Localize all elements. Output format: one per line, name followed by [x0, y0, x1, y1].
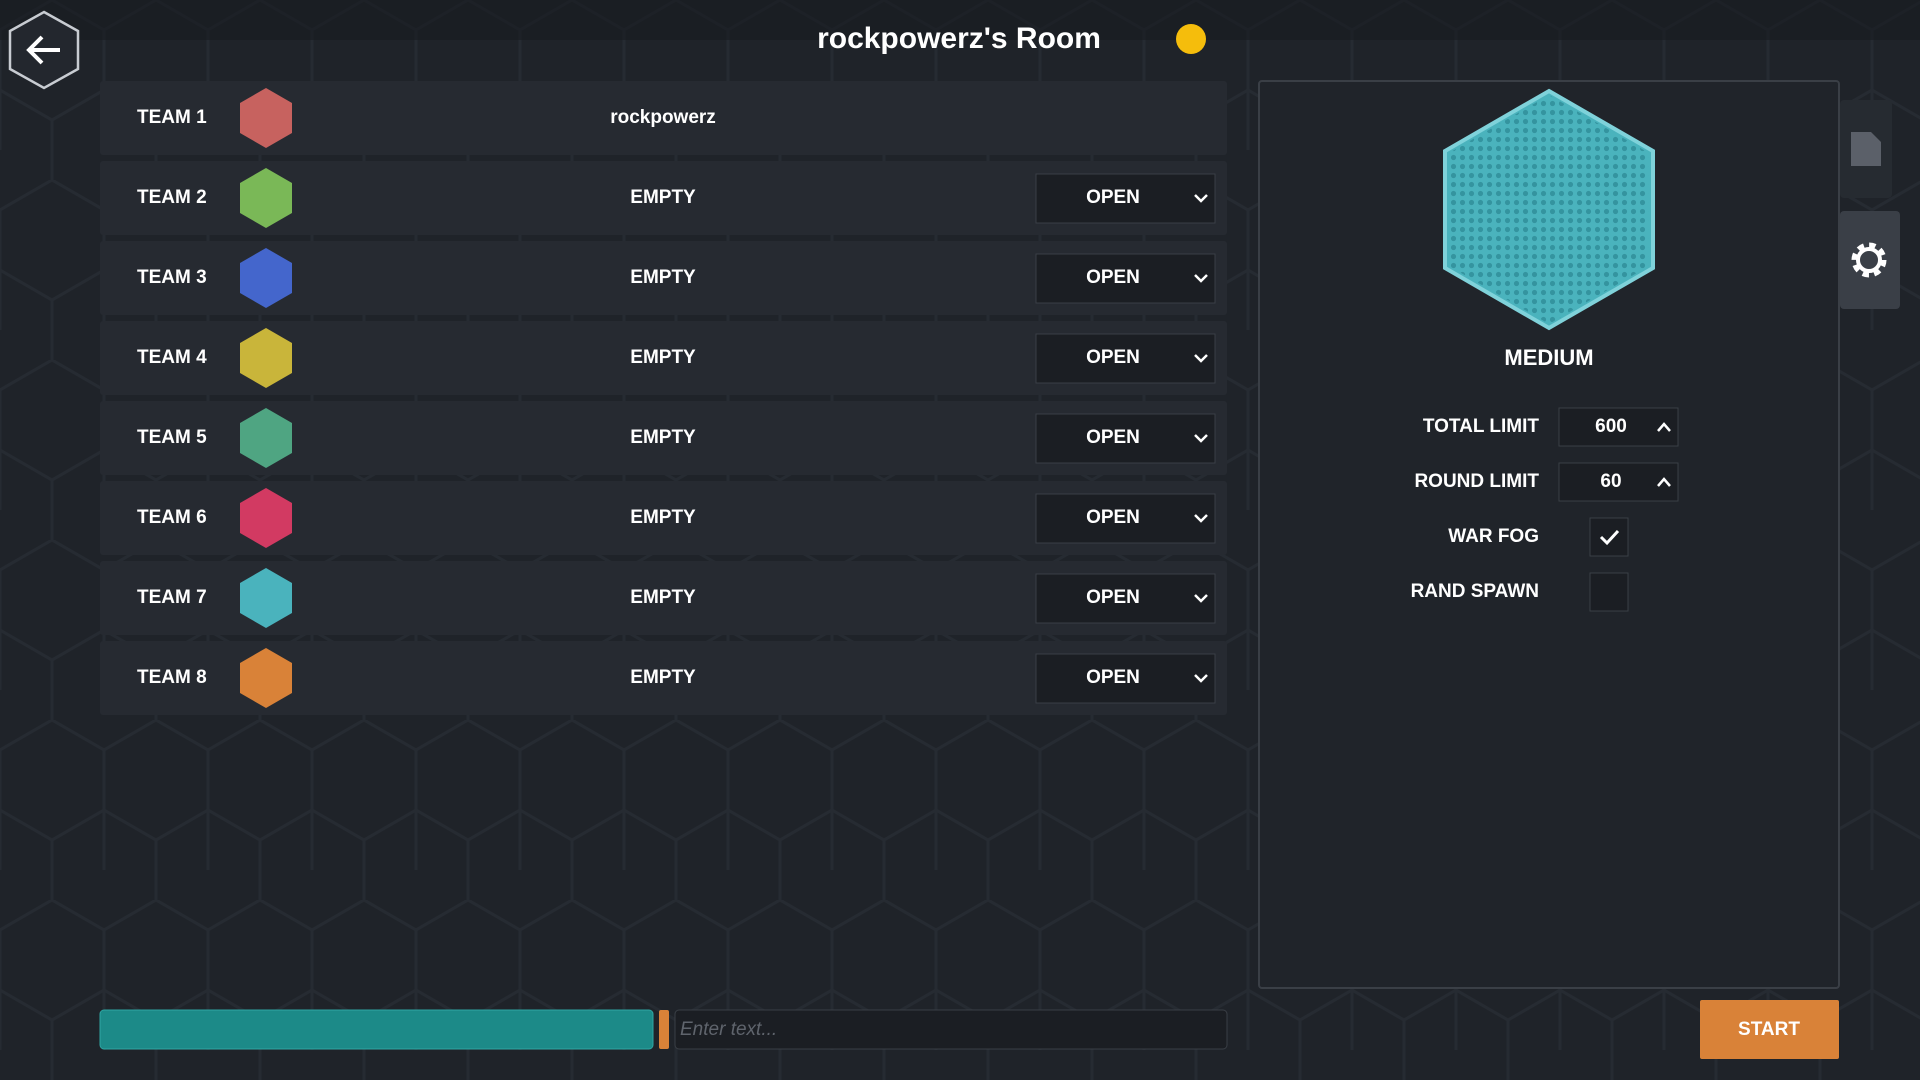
- chat-toggle[interactable]: [659, 1010, 669, 1049]
- slot-dropdown[interactable]: [1035, 653, 1216, 704]
- team-row: [100, 561, 1227, 635]
- round-limit-input[interactable]: [1558, 462, 1679, 502]
- team-color[interactable]: [240, 488, 292, 548]
- round-limit-value: 60: [1600, 471, 1621, 492]
- start-label: START: [1738, 1019, 1800, 1040]
- team-name: TEAM 3: [137, 267, 207, 288]
- dropdown-arrow: [1194, 594, 1208, 603]
- total-limit-input[interactable]: [1558, 407, 1679, 447]
- gear-icon: [1851, 242, 1887, 278]
- player-name: rockpowerz: [610, 107, 716, 128]
- doc-icon: [1851, 132, 1881, 166]
- team-name: TEAM 6: [137, 507, 207, 528]
- team-name: TEAM 2: [137, 187, 207, 208]
- slot-dropdown[interactable]: [1035, 493, 1216, 544]
- team-color[interactable]: [240, 248, 292, 308]
- dropdown-arrow: [1194, 514, 1208, 523]
- chat-channel-bar[interactable]: [99, 1009, 654, 1050]
- slot-state: OPEN: [1086, 507, 1140, 528]
- total-limit-value: 600: [1595, 416, 1627, 437]
- slot-state: OPEN: [1086, 587, 1140, 608]
- dropdown-arrow: [1194, 354, 1208, 363]
- checkmark: [1599, 529, 1620, 546]
- map-size: MEDIUM: [1504, 345, 1593, 370]
- chat-placeholder: Enter text...: [680, 1019, 777, 1040]
- team-row: [100, 321, 1227, 395]
- team-name: TEAM 5: [137, 427, 207, 448]
- slot-state: OPEN: [1086, 347, 1140, 368]
- player-name: EMPTY: [630, 187, 696, 208]
- team-row: [100, 401, 1227, 475]
- team-name: TEAM 8: [137, 667, 207, 688]
- slot-state: OPEN: [1086, 667, 1140, 688]
- team-name: TEAM 7: [137, 587, 207, 608]
- round-limit-label: ROUND LIMIT: [1414, 471, 1539, 492]
- dropdown-arrow: [1194, 274, 1208, 283]
- dropdown-arrow: [1194, 674, 1208, 683]
- slot-dropdown[interactable]: [1035, 573, 1216, 624]
- dropdown-arrow: [1194, 434, 1208, 443]
- status-dot: [1176, 24, 1206, 54]
- top-shade: [0, 0, 1920, 40]
- team-list: TEAM 1 rockpowerz TEAM 2 EMPTY OPEN TEAM 3 EMP…: [100, 81, 1227, 715]
- team-name: TEAM 4: [137, 347, 207, 368]
- player-name: EMPTY: [630, 267, 696, 288]
- slot-state: OPEN: [1086, 427, 1140, 448]
- player-name: EMPTY: [630, 587, 696, 608]
- team-color[interactable]: [240, 568, 292, 628]
- team-row: [100, 481, 1227, 555]
- team-row: [100, 161, 1227, 235]
- settings-panel: [1258, 80, 1840, 989]
- rand-spawn-checkbox[interactable]: [1589, 572, 1629, 612]
- chat-input[interactable]: [674, 1009, 1228, 1050]
- player-name: EMPTY: [630, 507, 696, 528]
- slot-dropdown[interactable]: [1035, 253, 1216, 304]
- spin-up[interactable]: [1657, 477, 1671, 487]
- team-color[interactable]: [240, 168, 292, 228]
- map-preview[interactable]: [1443, 88, 1655, 331]
- slot-dropdown[interactable]: [1035, 333, 1216, 384]
- team-row: [100, 241, 1227, 315]
- slot-dropdown[interactable]: [1035, 413, 1216, 464]
- total-limit-label: TOTAL LIMIT: [1423, 416, 1539, 437]
- room-title: rockpowerz's Room: [817, 22, 1101, 55]
- war-fog-label: WAR FOG: [1448, 526, 1539, 547]
- slot-dropdown[interactable]: [1035, 173, 1216, 224]
- war-fog-checkbox[interactable]: [1589, 517, 1629, 557]
- settings-tab[interactable]: [1840, 211, 1900, 309]
- back-button[interactable]: [8, 10, 80, 90]
- player-name: EMPTY: [630, 667, 696, 688]
- dropdown-arrow: [1194, 194, 1208, 203]
- spin-up[interactable]: [1657, 422, 1671, 432]
- team-color[interactable]: [240, 408, 292, 468]
- team-color[interactable]: [240, 328, 292, 388]
- slot-state: OPEN: [1086, 267, 1140, 288]
- rand-spawn-label: RAND SPAWN: [1411, 581, 1539, 602]
- player-name: EMPTY: [630, 427, 696, 448]
- slot-state: OPEN: [1086, 187, 1140, 208]
- team-name: TEAM 1: [137, 107, 207, 128]
- player-name: EMPTY: [630, 347, 696, 368]
- start-button[interactable]: [1700, 1000, 1839, 1059]
- team-color[interactable]: [240, 648, 292, 708]
- team-row: [100, 641, 1227, 715]
- team-row: [100, 81, 1227, 155]
- team-color[interactable]: [240, 88, 292, 148]
